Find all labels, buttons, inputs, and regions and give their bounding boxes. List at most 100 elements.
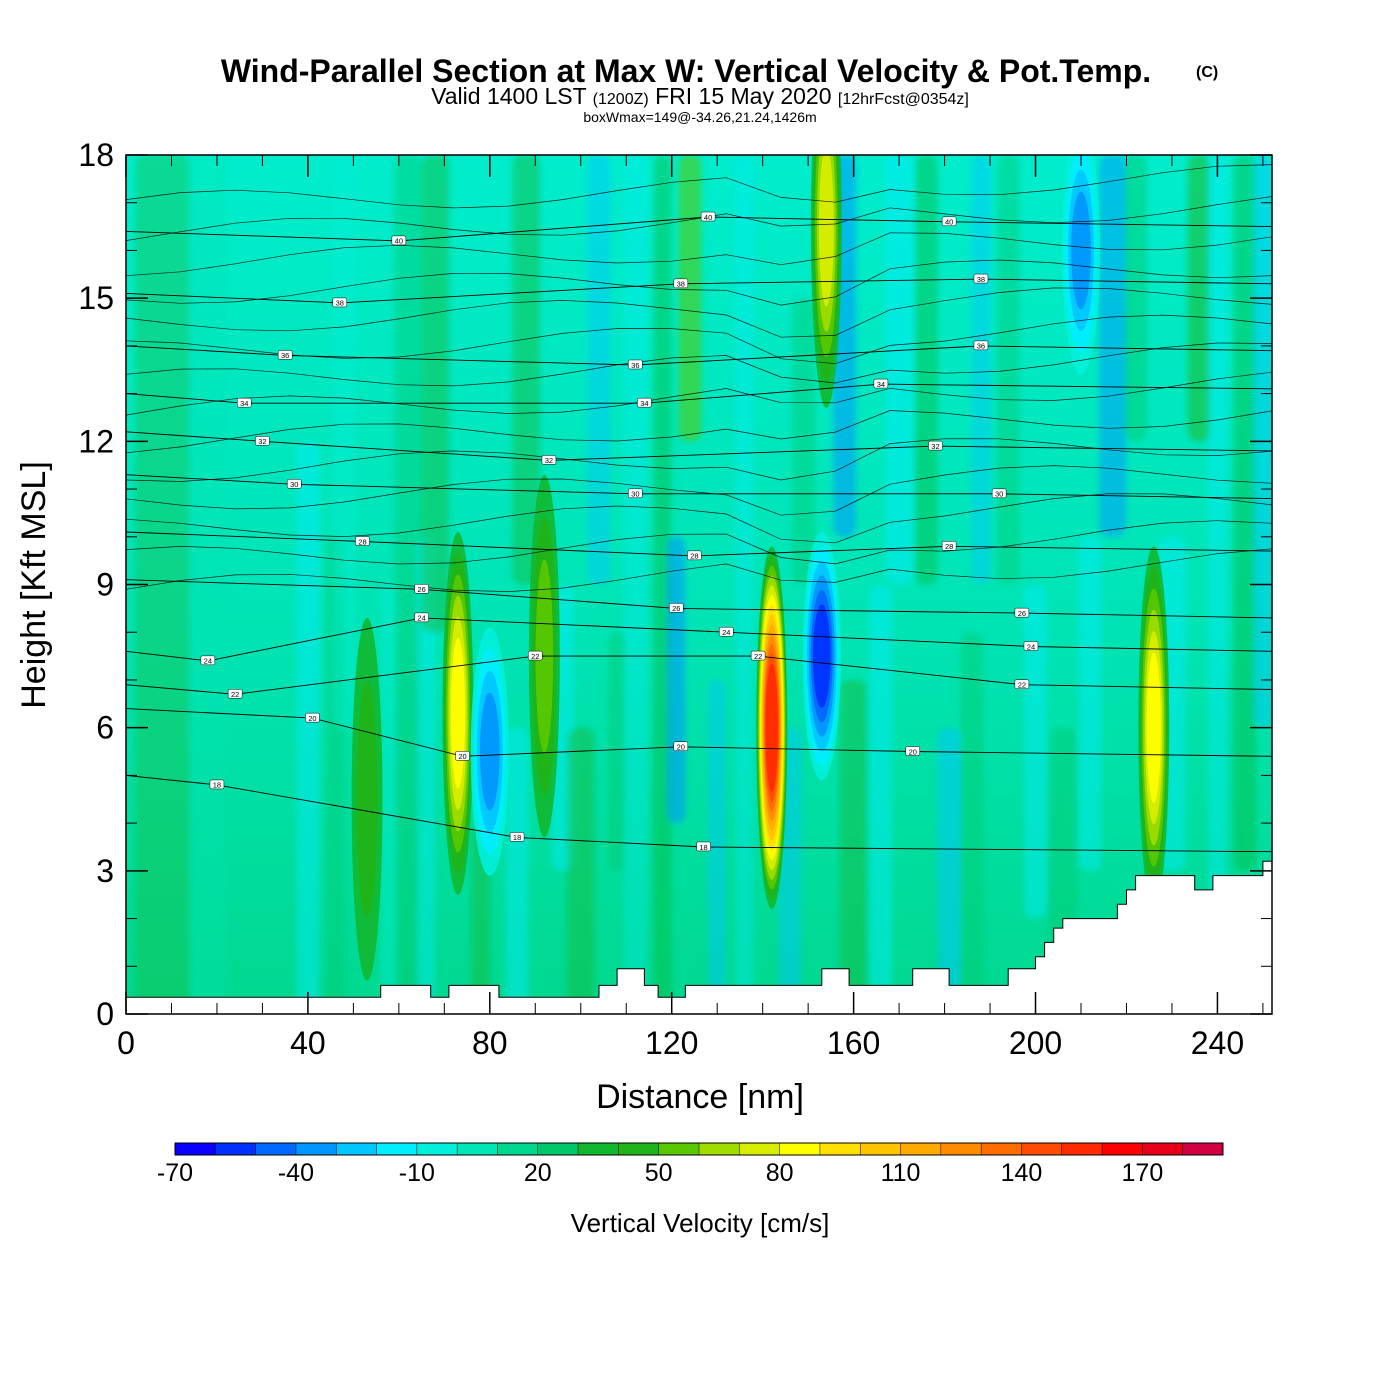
x-tick-label: 40 (290, 1025, 326, 1061)
isentrope (126, 314, 1272, 365)
isentrope (126, 232, 1272, 277)
w-band (296, 441, 320, 1014)
isentrope-label: 24 (1027, 642, 1035, 651)
colorbar-swatch (658, 1143, 700, 1155)
colorbar-tick-label: -10 (399, 1159, 435, 1187)
w-band (1124, 155, 1147, 442)
colorbar-swatch (336, 1143, 377, 1155)
isentrope-label-bg (973, 273, 989, 284)
isentrope (126, 287, 1272, 338)
isentrope-label: 22 (1018, 681, 1026, 690)
y-tick-label: 9 (96, 567, 114, 603)
isentrope-label-bg (227, 689, 243, 699)
isentrope-label-bg (209, 779, 225, 790)
isentrope-label-bg (941, 216, 957, 227)
isentrope-label: 30 (290, 480, 298, 489)
isentrope-label: 24 (417, 614, 425, 623)
colorbar-ticks: -70 -40 -10 20 50 80 110 140 170 (157, 1159, 1163, 1187)
x-tick-label: 200 (1009, 1025, 1062, 1061)
isentrope-label: 26 (1018, 609, 1026, 618)
isentrope (126, 371, 1272, 416)
isentrope-label: 36 (631, 361, 639, 370)
chart-title: Wind-Parallel Section at Max W: Vertical… (221, 53, 1151, 89)
colorbar-swatch (255, 1143, 297, 1155)
isentrope-label-bg (991, 488, 1007, 499)
w-band (735, 155, 754, 1014)
isentrope-label: 40 (704, 213, 712, 222)
colorbar-swatch (900, 1143, 942, 1155)
isentrope (126, 548, 1272, 592)
chart-subtitle-2: boxWmax=149@-34.26,21.24,1426m (583, 109, 816, 125)
colorbar-swatch (295, 1143, 337, 1155)
isentrope-label: 32 (931, 442, 939, 451)
isentrope-label: 34 (877, 380, 885, 389)
isentrope-label-bg (941, 541, 957, 551)
isentrope-label-bg (414, 612, 429, 623)
isentrope-label-bg (1014, 679, 1030, 689)
w-band (587, 155, 611, 585)
colorbar-swatch (416, 1143, 458, 1155)
isentrope-label-bg (236, 397, 252, 408)
colorbar-tick-label: -40 (278, 1159, 314, 1187)
colorbar-swatch (940, 1143, 982, 1155)
w-band (332, 155, 356, 728)
vertical-velocity-field (135, 155, 1272, 1014)
isentrope-label: 32 (258, 437, 266, 446)
isentrope-label: 22 (531, 652, 539, 661)
w-band (996, 155, 1020, 585)
isentrope-label-bg (332, 297, 347, 308)
isentrope-label-bg (541, 455, 557, 465)
w-band (960, 632, 984, 1014)
isentrope-label: 20 (909, 747, 917, 756)
subtitle-valid: Valid 1400 LST (431, 83, 587, 109)
y-tick-label: 18 (78, 137, 114, 173)
w-band (505, 727, 529, 1014)
w-band (1233, 155, 1257, 871)
colorbar-tick-label: 50 (645, 1159, 673, 1187)
isentrope-label: 38 (977, 275, 985, 284)
isentrope-label: 32 (545, 456, 553, 465)
updraft-core (356, 681, 378, 918)
isentrope-label-bg (637, 397, 652, 408)
title-mark: (C) (1196, 64, 1218, 81)
subtitle-date: FRI 15 May 2020 (655, 83, 831, 109)
updraft-core (1146, 652, 1161, 804)
isentrope-label-bg (905, 746, 920, 756)
x-axis-label: Distance [nm] (596, 1078, 804, 1116)
isentrope (126, 438, 1272, 482)
isentrope-label-bg (455, 751, 470, 761)
colorbar-swatch (1061, 1143, 1103, 1155)
w-band (839, 679, 868, 1014)
colorbar-swatch (1102, 1143, 1143, 1155)
colorbar-swatch (497, 1143, 539, 1155)
isentrope-label: 26 (417, 585, 425, 594)
colorbar-swatch (699, 1143, 740, 1155)
isentrope (126, 342, 1272, 387)
isentrope-label: 18 (513, 833, 521, 842)
isentrope-label: 20 (308, 714, 316, 723)
w-band (971, 155, 991, 585)
isentrope-label: 22 (754, 652, 762, 661)
colorbar-swatch (1142, 1143, 1183, 1155)
isentrope-label-bg (673, 741, 689, 752)
isentrope-label: 26 (672, 604, 680, 613)
isentrope-label: 36 (281, 351, 289, 360)
colorbar-swatch (175, 1143, 216, 1155)
isentrope-label-bg (700, 211, 716, 222)
y-tick-label: 12 (78, 423, 114, 459)
isentrope-label: 22 (231, 690, 239, 699)
y-tick-label: 3 (96, 853, 114, 889)
isentrope (126, 465, 1272, 516)
colorbar-tick-label: 170 (1122, 1159, 1164, 1187)
colorbar-tick-label: -70 (157, 1159, 193, 1187)
isentrope-lines: 40 40 40 38 38 38 36 36 36 34 34 34 32 32 32 30 30 30 28 28… (126, 164, 1272, 853)
isentrope-label-bg (973, 340, 989, 351)
isentrope-label: 38 (336, 299, 344, 308)
colorbar-swatch (819, 1143, 861, 1155)
isentrope-label-bg (287, 479, 302, 489)
updraft-core (818, 155, 834, 307)
x-tick-label: 120 (645, 1025, 698, 1061)
chart-subtitle: Valid 1400 LST (1200Z) FRI 15 May 2020 [… (431, 83, 969, 109)
